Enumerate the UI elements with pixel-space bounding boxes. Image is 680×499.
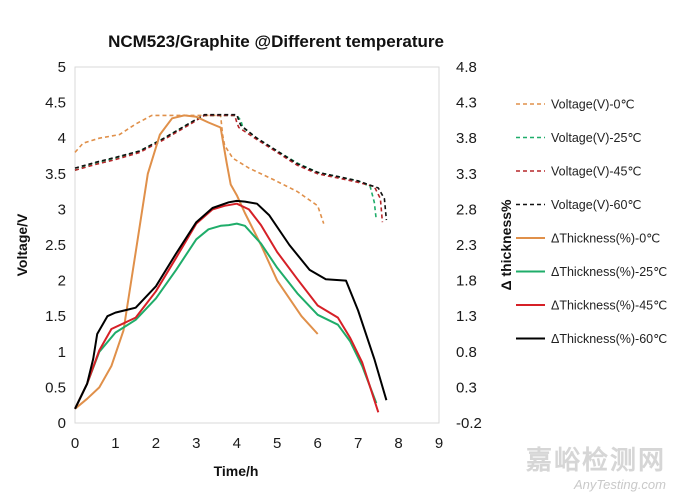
y2-tick-label: 0.3 <box>456 379 477 396</box>
plot-frame <box>74 66 440 424</box>
y-axis-right: -0.2 0.3 0.8 1.3 1.8 2.3 2.8 3.3 3.8 4.3 4.8 <box>456 59 482 432</box>
y-axis-left: 0 0.5 1 1.5 2 2.5 3 3.5 4 4.5 5 <box>45 59 66 432</box>
legend-label: Voltage(V)-25℃ <box>551 131 641 145</box>
y2-tick-label: 1.8 <box>456 273 477 290</box>
y-tick-label: 2 <box>58 273 66 290</box>
series-line-4 <box>74 113 388 221</box>
y-tick-label: 1 <box>58 344 66 361</box>
watermark-en: AnyTesting.com <box>573 477 666 492</box>
y2-tick-label: 3.3 <box>456 166 477 183</box>
legend-label: ΔThickness(%)-45℃ <box>551 299 667 313</box>
series-layer <box>74 113 388 413</box>
watermark-cn: 嘉峪检测网 <box>525 446 666 476</box>
series-line-8 <box>74 199 388 410</box>
y2-tick-label: 4.3 <box>456 95 477 112</box>
y2-tick-label: 4.8 <box>456 59 477 76</box>
y2-axis-label: Δ thickness% <box>498 199 514 291</box>
y2-tick-label: 2.8 <box>456 201 477 218</box>
y2-tick-label: -0.2 <box>456 415 482 432</box>
legend-label: ΔThickness(%)-0℃ <box>551 232 660 246</box>
legend-label: ΔThickness(%)-60℃ <box>551 332 667 346</box>
y2-tick-label: 2.3 <box>456 237 477 254</box>
x-axis-label: Time/h <box>214 463 259 479</box>
watermark: 嘉峪检测网 AnyTesting.com <box>526 440 666 492</box>
x-tick-label: 2 <box>152 435 160 452</box>
y-tick-label: 0 <box>58 415 66 432</box>
x-tick-label: 4 <box>233 435 241 452</box>
y-tick-label: 3.5 <box>45 166 66 183</box>
legend-label: Voltage(V)-60℃ <box>551 198 641 212</box>
x-tick-label: 9 <box>435 435 443 452</box>
legend-label: Voltage(V)-45℃ <box>551 165 641 179</box>
y-tick-label: 5 <box>58 59 66 76</box>
series-line-1 <box>74 114 325 224</box>
legend-label: ΔThickness(%)-25℃ <box>551 265 667 279</box>
x-tick-label: 8 <box>394 435 402 452</box>
chart-title: NCM523/Graphite @Different temperature <box>108 32 444 51</box>
series-line-5 <box>74 114 319 410</box>
y2-tick-label: 0.8 <box>456 344 477 361</box>
y-tick-label: 2.5 <box>45 237 66 254</box>
x-tick-label: 5 <box>273 435 281 452</box>
y-tick-label: 3 <box>58 201 66 218</box>
y-tick-label: 4.5 <box>45 95 66 112</box>
series-line-6 <box>74 222 378 410</box>
legend: Voltage(V)-0℃ Voltage(V)-25℃ Voltage(V)-45… <box>516 98 667 346</box>
y-tick-label: 0.5 <box>45 379 66 396</box>
series-line-3 <box>74 114 384 223</box>
y2-tick-label: 3.8 <box>456 130 477 147</box>
y2-tick-label: 1.3 <box>456 308 477 325</box>
series-line-7 <box>74 202 380 413</box>
y-axis-label: Voltage/V <box>14 213 30 276</box>
y-tick-label: 4 <box>58 130 66 147</box>
x-axis: 0 1 2 3 4 5 6 7 8 9 <box>71 435 443 452</box>
x-tick-label: 3 <box>192 435 200 452</box>
x-tick-label: 7 <box>354 435 362 452</box>
x-tick-label: 1 <box>111 435 119 452</box>
legend-label: Voltage(V)-0℃ <box>551 98 635 112</box>
x-tick-label: 6 <box>313 435 321 452</box>
y-tick-label: 1.5 <box>45 308 66 325</box>
x-tick-label: 0 <box>71 435 79 452</box>
